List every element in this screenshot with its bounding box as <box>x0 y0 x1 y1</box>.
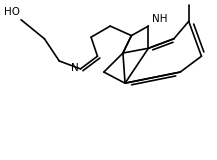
Text: HO: HO <box>4 7 20 17</box>
Text: NH: NH <box>152 15 167 24</box>
Text: N: N <box>71 63 78 73</box>
